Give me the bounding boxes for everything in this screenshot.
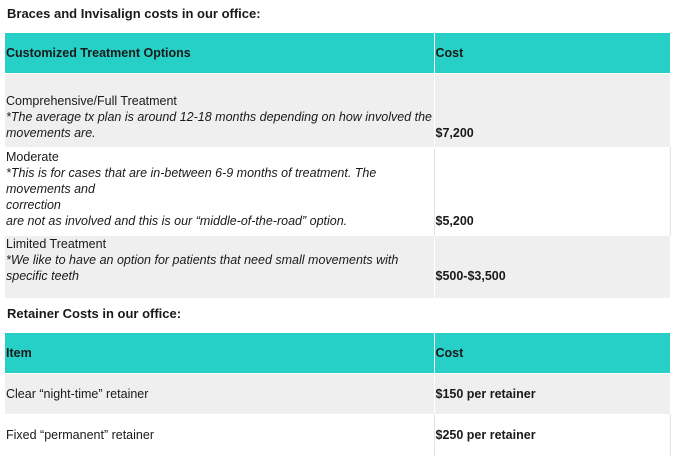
- table-row: Moderate *This is for cases that are in-…: [5, 146, 671, 235]
- retainer-cost: $150 per retainer: [434, 372, 670, 414]
- column-header-item: Item: [5, 333, 435, 373]
- treatment-note: correction: [6, 197, 61, 212]
- retainer-costs-heading: Retainer Costs in our office:: [7, 306, 182, 321]
- table-row: Clear “night-time” retainer $150 per ret…: [5, 372, 670, 414]
- treatment-note: *We like to have an option for patients …: [6, 252, 399, 283]
- table-row: Comprehensive/Full Treatment *The averag…: [5, 72, 670, 147]
- retainer-item: Clear “night-time” retainer: [5, 372, 435, 414]
- table-row: Fixed “permanent” retainer $250 per reta…: [5, 413, 671, 456]
- column-header-options: Customized Treatment Options: [5, 33, 435, 73]
- treatment-title: Comprehensive/Full Treatment: [6, 93, 177, 108]
- treatment-cost: $5,200: [434, 146, 671, 235]
- treatment-description: Limited Treatment *We like to have an op…: [5, 234, 435, 298]
- treatment-cost: $500-$3,500: [434, 234, 670, 298]
- column-header-cost: Cost: [434, 333, 670, 373]
- table-header-row: Item Cost: [5, 333, 670, 373]
- braces-costs-heading: Braces and Invisalign costs in our offic…: [7, 6, 261, 21]
- treatment-note: movements are.: [6, 125, 96, 140]
- treatment-note: *This is for cases that are in-between 6…: [6, 165, 377, 196]
- table-header-row: Customized Treatment Options Cost: [5, 33, 670, 73]
- retainer-cost: $250 per retainer: [434, 413, 671, 456]
- treatment-note: are not as involved and this is our “mid…: [6, 213, 348, 228]
- table-row: Limited Treatment *We like to have an op…: [5, 234, 670, 298]
- treatment-description: Comprehensive/Full Treatment *The averag…: [5, 72, 435, 147]
- treatment-description: Moderate *This is for cases that are in-…: [5, 146, 435, 235]
- treatment-title: Moderate: [6, 149, 59, 164]
- retainer-item: Fixed “permanent” retainer: [5, 413, 435, 456]
- retainer-costs-table: Item Cost Clear “night-time” retainer $1…: [5, 333, 671, 456]
- treatment-title: Limited Treatment: [6, 236, 107, 251]
- column-header-cost: Cost: [434, 33, 670, 73]
- treatment-cost: $7,200: [434, 72, 670, 147]
- treatment-options-table: Customized Treatment Options Cost Compre…: [5, 33, 671, 298]
- treatment-note: *The average tx plan is around 12-18 mon…: [6, 109, 432, 124]
